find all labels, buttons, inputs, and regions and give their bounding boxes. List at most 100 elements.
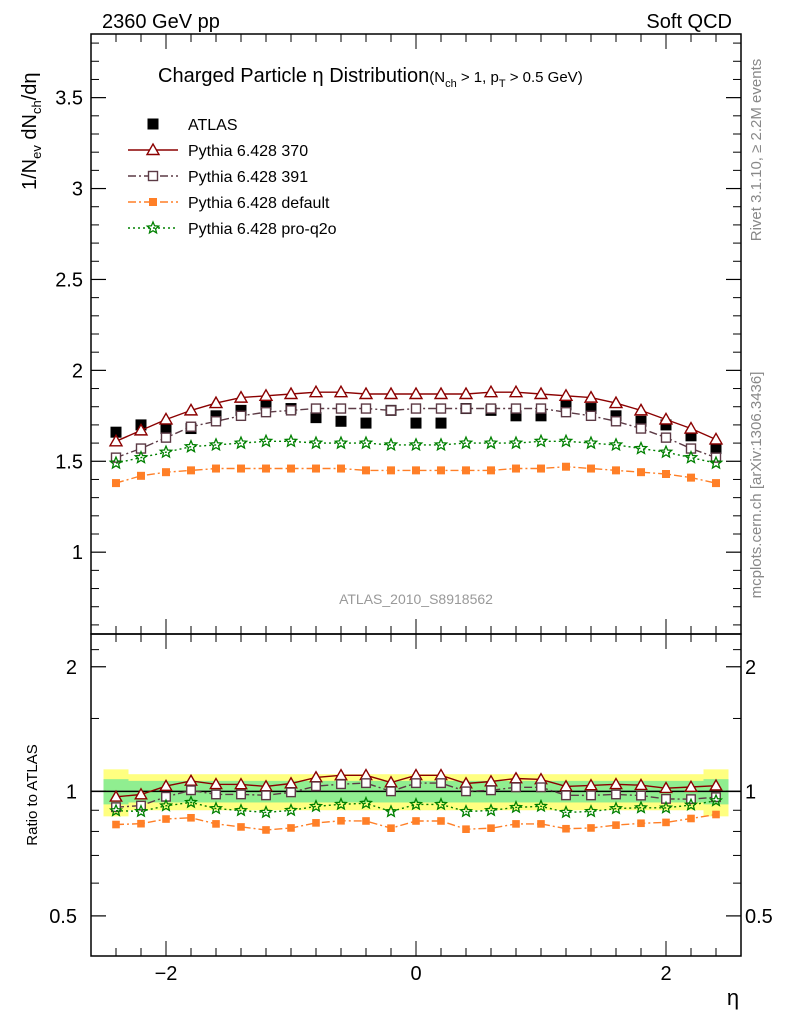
ratio-point-p370: [184, 773, 198, 786]
data-point-p370: [133, 422, 149, 436]
ratio-point-p391: [111, 802, 121, 813]
data-point-pdefault: [112, 479, 120, 488]
data-point-p391: [235, 410, 247, 422]
ratio-y-tick-label-right: 2: [745, 657, 756, 679]
ratio-point-pq2o: [133, 804, 149, 818]
data-point-pq2o: [333, 435, 349, 450]
ratio-point-pq2o: [433, 797, 449, 811]
ratio-point-pdefault: [387, 824, 395, 832]
data-point-pq2o: [208, 437, 224, 452]
main-y-tick-label: 1.5: [55, 451, 83, 473]
ratio-point-p391: [286, 787, 296, 798]
data-point-atlas: [260, 399, 272, 411]
ratio-point-pq2o: [683, 797, 699, 811]
data-point-atlas: [435, 417, 447, 429]
data-point-pdefault: [712, 479, 720, 488]
series-pq2o: [108, 433, 724, 470]
ratio-point-p391: [236, 789, 246, 800]
data-point-pdefault: [562, 462, 570, 471]
data-point-pdefault: [437, 466, 445, 475]
series-p391: [110, 403, 722, 463]
data-point-p370: [508, 384, 524, 398]
data-point-p370: [708, 432, 724, 445]
data-point-p391: [585, 410, 597, 422]
ratio-point-pq2o: [108, 803, 124, 817]
data-point-p391: [510, 403, 522, 414]
data-point-p370: [283, 386, 299, 400]
ratio-point-pq2o: [608, 801, 624, 815]
ratio-point-p370: [234, 777, 248, 790]
ratio-point-pdefault: [537, 820, 545, 828]
series-line-p391: [115, 407, 717, 459]
data-point-atlas: [235, 404, 247, 416]
ratio-point-p391: [611, 789, 621, 800]
ratio-point-p370: [209, 777, 223, 790]
process-label: Soft QCD: [646, 11, 732, 33]
x-tick-label: −2: [155, 963, 178, 985]
data-point-p391: [535, 403, 547, 414]
ratio-point-pdefault: [637, 819, 645, 828]
data-point-p391: [610, 416, 622, 427]
ratio-point-pq2o: [208, 801, 224, 815]
data-point-p370: [333, 384, 349, 398]
data-point-p391: [160, 432, 172, 443]
data-point-pq2o: [608, 437, 624, 452]
main-y-tick-label: 2: [72, 360, 83, 382]
ratio-point-p391: [386, 786, 396, 797]
data-point-pdefault: [462, 466, 470, 475]
ratio-y-tick-label-right: 1: [745, 781, 756, 803]
ratio-point-pq2o: [158, 798, 174, 812]
data-point-pq2o: [533, 433, 549, 448]
energy-label: 2360 GeV pp: [102, 11, 220, 33]
data-point-atlas: [635, 415, 647, 427]
data-point-pdefault: [487, 466, 495, 475]
ratio-y-axis-label: Ratio to ATLAS: [24, 744, 41, 845]
data-point-p370: [558, 388, 574, 402]
data-point-p370: [483, 384, 499, 398]
data-point-pq2o: [158, 444, 174, 459]
data-point-p370: [183, 402, 199, 416]
data-point-pq2o: [558, 433, 574, 448]
ratio-point-pq2o: [283, 802, 299, 817]
data-point-p370: [533, 386, 549, 400]
ratio-series-layer: [108, 768, 724, 834]
data-point-p391: [660, 432, 672, 443]
ratio-point-p391: [311, 781, 321, 792]
data-point-pq2o: [433, 437, 449, 452]
plot-title: Charged Particle η Distribution(Nch > 1,…: [158, 65, 583, 90]
data-point-pq2o: [358, 435, 374, 450]
data-point-atlas: [210, 410, 222, 422]
data-point-p391: [310, 403, 322, 414]
ratio-point-p391: [186, 785, 196, 796]
legend-label-pq2o: Pythia 6.428 pro-q2o: [188, 221, 337, 238]
data-point-pdefault: [612, 466, 620, 475]
ratio-point-pdefault: [437, 817, 445, 825]
data-point-p391: [485, 403, 497, 414]
data-point-atlas: [710, 443, 722, 455]
data-point-atlas: [160, 423, 172, 435]
data-point-pdefault: [537, 464, 545, 473]
data-point-atlas: [110, 426, 122, 438]
legend: ATLAS Pythia 6.428 370 Pythia 6.428 391 Pyt…: [128, 117, 337, 238]
legend-entry-pq2o: Pythia 6.428 pro-q2o: [128, 220, 337, 238]
data-point-pq2o: [383, 437, 399, 452]
data-point-pdefault: [237, 464, 245, 473]
data-point-pdefault: [687, 473, 695, 482]
ratio-point-p391: [486, 785, 496, 796]
ratio-point-pdefault: [712, 810, 720, 819]
data-point-p391: [410, 403, 422, 414]
ratio-point-p370: [609, 777, 623, 790]
data-point-atlas: [610, 410, 622, 422]
data-point-p370: [258, 388, 274, 402]
ratio-y-tick-label-right: 0.5: [745, 906, 773, 928]
data-point-pq2o: [633, 440, 649, 455]
data-point-pdefault: [662, 470, 670, 478]
data-point-pdefault: [637, 468, 645, 477]
ratio-point-pq2o: [183, 794, 199, 809]
ratio-point-pq2o: [483, 803, 499, 817]
data-point-pq2o: [258, 433, 274, 448]
data-point-atlas: [510, 410, 522, 422]
data-point-pdefault: [162, 468, 170, 477]
data-point-p370: [358, 386, 374, 400]
